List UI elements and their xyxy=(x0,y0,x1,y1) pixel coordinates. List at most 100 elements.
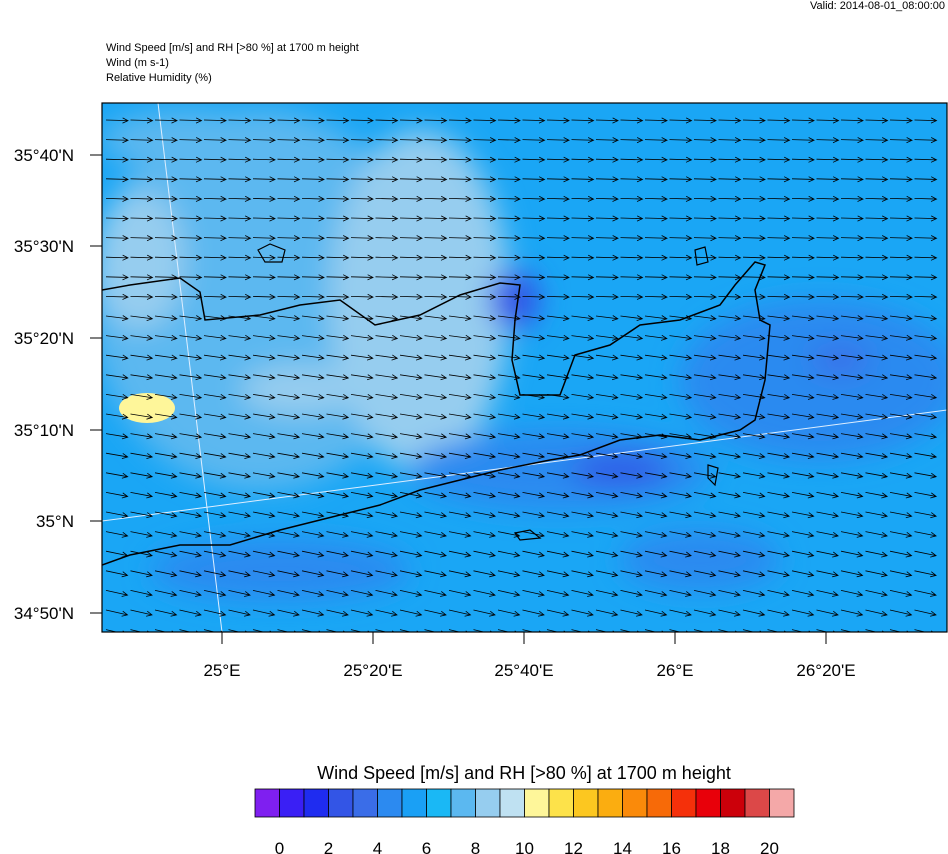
wind-arrow xyxy=(399,629,419,632)
wind-arrow xyxy=(326,215,350,222)
wind-arrow xyxy=(448,117,472,124)
header-line: Wind (m s-1) xyxy=(106,57,169,69)
wind-arrow xyxy=(816,176,840,183)
wind-arrow xyxy=(105,195,129,202)
wind-arrow xyxy=(669,176,693,183)
wind-arrow xyxy=(522,433,546,440)
wind-arrow xyxy=(301,374,325,381)
wind-arrow xyxy=(644,570,668,578)
wind-arrow xyxy=(522,413,546,420)
wind-arrow xyxy=(889,492,913,499)
wind-arrow xyxy=(375,254,399,261)
wind-arrow xyxy=(889,334,913,341)
wind-arrow xyxy=(179,235,203,242)
wind-arrow xyxy=(620,235,644,242)
wind-arrow xyxy=(179,195,203,202)
wind-arrow xyxy=(424,629,444,632)
wind-arrow xyxy=(448,393,472,400)
wind-arrow xyxy=(791,452,815,459)
wind-arrow xyxy=(546,195,570,202)
wind-arrow xyxy=(228,570,251,578)
wind-arrow xyxy=(228,274,252,281)
wind-arrow xyxy=(252,531,276,538)
wind-arrow xyxy=(522,393,546,400)
wind-arrow xyxy=(301,393,325,400)
wind-arrow xyxy=(301,334,325,341)
wind-arrow xyxy=(179,570,202,578)
colorbar-box xyxy=(352,788,378,818)
wind-arrow xyxy=(767,315,791,322)
wind-arrow xyxy=(277,590,300,597)
colorbar-label: 18 xyxy=(711,839,730,854)
wind-arrow xyxy=(840,215,864,222)
wind-arrow xyxy=(203,433,227,440)
wind-arrow xyxy=(350,195,374,202)
wind-arrow xyxy=(326,511,350,519)
wind-arrow xyxy=(620,550,643,558)
wind-arrow xyxy=(473,629,493,632)
wind-arrow xyxy=(375,511,399,519)
wind-arrow xyxy=(399,254,423,261)
wind-arrow xyxy=(154,254,178,261)
wind-arrow xyxy=(179,413,203,420)
wind-arrow xyxy=(546,117,570,124)
wind-arrow xyxy=(105,334,129,341)
wind-arrow xyxy=(154,511,178,519)
wind-arrow xyxy=(326,570,349,578)
wind-arrow xyxy=(154,137,178,144)
wind-arrow xyxy=(522,215,546,222)
wind-arrow xyxy=(228,452,252,459)
wind-arrow xyxy=(693,195,717,202)
colorbar-box xyxy=(597,788,623,818)
wind-arrow xyxy=(718,235,742,242)
wind-arrow xyxy=(301,156,325,163)
wind-arrow xyxy=(228,374,252,381)
wind-arrow xyxy=(742,590,766,597)
wind-arrow xyxy=(767,590,790,597)
wind-arrow xyxy=(742,195,766,202)
wind-arrow xyxy=(448,354,472,361)
wind-arrow xyxy=(718,531,741,538)
wind-arrow xyxy=(840,315,864,322)
wind-arrow xyxy=(424,176,448,183)
wind-arrow xyxy=(154,550,178,558)
colorbar-label: 6 xyxy=(422,839,431,854)
wind-arrow xyxy=(473,413,497,420)
wind-arrow xyxy=(840,334,864,341)
wind-arrow xyxy=(522,334,546,341)
wind-arrow xyxy=(742,315,766,322)
wind-arrow xyxy=(252,354,276,361)
wind-arrow xyxy=(228,354,252,361)
wind-arrow xyxy=(375,374,399,381)
wind-arrow xyxy=(203,293,227,300)
wind-arrow xyxy=(889,452,913,459)
wind-arrow xyxy=(718,176,742,183)
wind-arrow xyxy=(522,274,546,281)
wind-arrow xyxy=(154,531,178,538)
wind-arrow xyxy=(791,315,815,322)
wind-arrow xyxy=(571,334,595,341)
wind-arrow xyxy=(693,354,717,361)
lat-label: 35°40'N xyxy=(14,146,74,165)
wind-arrow xyxy=(546,550,570,558)
wind-arrow xyxy=(742,354,766,361)
wind-arrow xyxy=(865,137,889,144)
wind-arrow xyxy=(105,590,129,597)
wind-arrow xyxy=(326,550,349,558)
wind-arrow xyxy=(448,215,472,222)
wind-arrow xyxy=(865,117,889,124)
wind-arrow xyxy=(301,254,325,261)
wind-arrow xyxy=(375,492,399,499)
wind-arrow xyxy=(889,472,913,479)
wind-arrow xyxy=(252,235,276,242)
wind-arrow xyxy=(203,609,227,617)
wind-arrow xyxy=(203,156,227,163)
wind-arrow xyxy=(816,254,840,261)
wind-arrow xyxy=(326,315,350,322)
wind-arrow xyxy=(277,570,300,578)
wind-arrow xyxy=(767,629,787,632)
wind-arrow xyxy=(497,629,517,632)
wind-arrow xyxy=(105,137,129,144)
wind-arrow xyxy=(179,156,203,163)
wind-arrow xyxy=(522,452,546,459)
